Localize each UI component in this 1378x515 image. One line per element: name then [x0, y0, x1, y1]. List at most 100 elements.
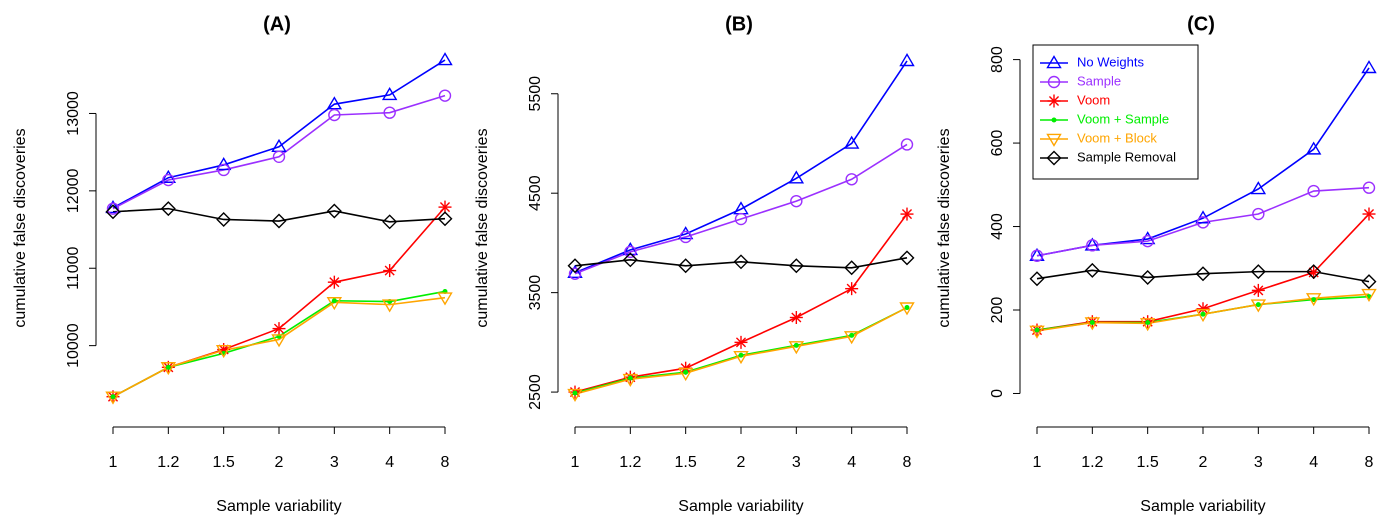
marker: [381, 299, 398, 313]
marker: [733, 351, 749, 365]
marker: [437, 52, 453, 66]
marker-stroke: [1253, 285, 1264, 296]
marker: [734, 335, 748, 349]
marker: [622, 252, 638, 268]
marker: [1140, 269, 1156, 285]
x-tick-label: 1.5: [1137, 454, 1159, 471]
x-tick-label: 4: [1309, 454, 1318, 471]
marker: [1195, 308, 1211, 323]
marker: [1145, 320, 1151, 326]
marker: [383, 106, 396, 119]
marker: [788, 258, 804, 274]
legend: No Weights Sample Voom Voom + Sample Voom + …: [1032, 44, 1199, 180]
marker: [328, 108, 341, 122]
x-tick-label: 2: [737, 454, 746, 471]
marker: [216, 211, 232, 227]
marker-stroke: [439, 202, 451, 213]
marker: [677, 367, 694, 382]
y-tick-label: 11000: [65, 246, 82, 289]
marker: [572, 390, 578, 396]
marker: [1084, 317, 1101, 331]
marker: [622, 241, 639, 256]
y-tick-label: 0: [989, 389, 1006, 398]
x-tick-label: 1.2: [1081, 454, 1103, 471]
x-axis-label: Sample variability: [216, 498, 341, 515]
marker: [899, 250, 915, 266]
marker: [843, 135, 860, 149]
marker: [904, 305, 910, 311]
marker: [215, 157, 232, 171]
marker-stroke: [1363, 208, 1375, 220]
marker: [899, 302, 915, 316]
marker: [567, 388, 583, 402]
y-tick-label: 600: [989, 130, 1006, 157]
marker: [326, 297, 343, 311]
marker: [849, 332, 855, 338]
y-tick-label: 4500: [527, 175, 544, 211]
marker: [105, 391, 121, 405]
y-tick-label: 5500: [527, 76, 544, 112]
marker: [105, 204, 121, 220]
marker: [437, 211, 453, 227]
panel: (B) 2500 3500 4500 5500 cumulative false disc…: [474, 13, 915, 515]
marker: [1195, 266, 1211, 282]
marker: [1307, 184, 1320, 198]
series-line: [112, 290, 446, 398]
marker-stroke: [846, 283, 857, 294]
marker: [165, 364, 171, 370]
legend-label: No Weights: [1077, 54, 1144, 69]
marker: [845, 282, 859, 296]
y-tick-label: 13000: [65, 91, 82, 136]
y-tick-label: 3500: [527, 275, 544, 311]
series-line: [112, 94, 446, 210]
marker: [326, 203, 342, 219]
series-line: [574, 60, 908, 274]
marker: [1250, 181, 1267, 195]
marker: [899, 53, 915, 67]
series-line: [574, 257, 908, 269]
chart-title: (A): [263, 13, 291, 35]
marker-stroke: [384, 265, 395, 276]
x-tick-label: 2: [1199, 454, 1208, 471]
x-tick-label: 8: [1365, 454, 1374, 471]
marker: [160, 362, 177, 376]
x-tick-label: 3: [330, 454, 339, 471]
marker: [793, 342, 799, 348]
marker: [788, 341, 805, 355]
legend-marker: [1047, 75, 1061, 89]
x-tick-label: 1.2: [157, 454, 179, 471]
series-line: [112, 59, 446, 209]
marker: [381, 87, 398, 101]
panel: (C) 0 200 400 600 800 cumulative false discove…: [936, 13, 1377, 515]
marker: [900, 138, 914, 151]
marker: [1255, 302, 1261, 308]
marker: [1307, 265, 1321, 279]
series-line: [574, 306, 908, 395]
legend-marker: [1047, 94, 1061, 108]
marker: [567, 258, 583, 274]
series-line: [574, 143, 908, 275]
marker: [1029, 271, 1045, 287]
x-axis-label: Sample variability: [678, 498, 803, 515]
marker-stroke: [273, 323, 285, 334]
y-tick-label: 12000: [65, 169, 82, 214]
marker: [1139, 231, 1156, 245]
x-tick-label: 1.5: [675, 454, 697, 471]
marker-stroke: [791, 312, 802, 323]
x-tick-label: 1: [109, 454, 118, 471]
marker: [734, 212, 748, 226]
marker: [110, 394, 116, 400]
marker: [843, 331, 860, 345]
marker-stroke: [901, 209, 913, 220]
y-tick-label: 400: [989, 213, 1006, 240]
marker: [1200, 311, 1206, 317]
marker: [788, 170, 805, 184]
x-tick-label: 1: [571, 454, 580, 471]
marker: [1086, 239, 1099, 252]
marker: [105, 199, 121, 214]
marker-stroke: [1197, 303, 1209, 314]
marker: [627, 375, 633, 381]
marker: [1084, 262, 1100, 278]
x-tick-label: 1: [1033, 454, 1042, 471]
